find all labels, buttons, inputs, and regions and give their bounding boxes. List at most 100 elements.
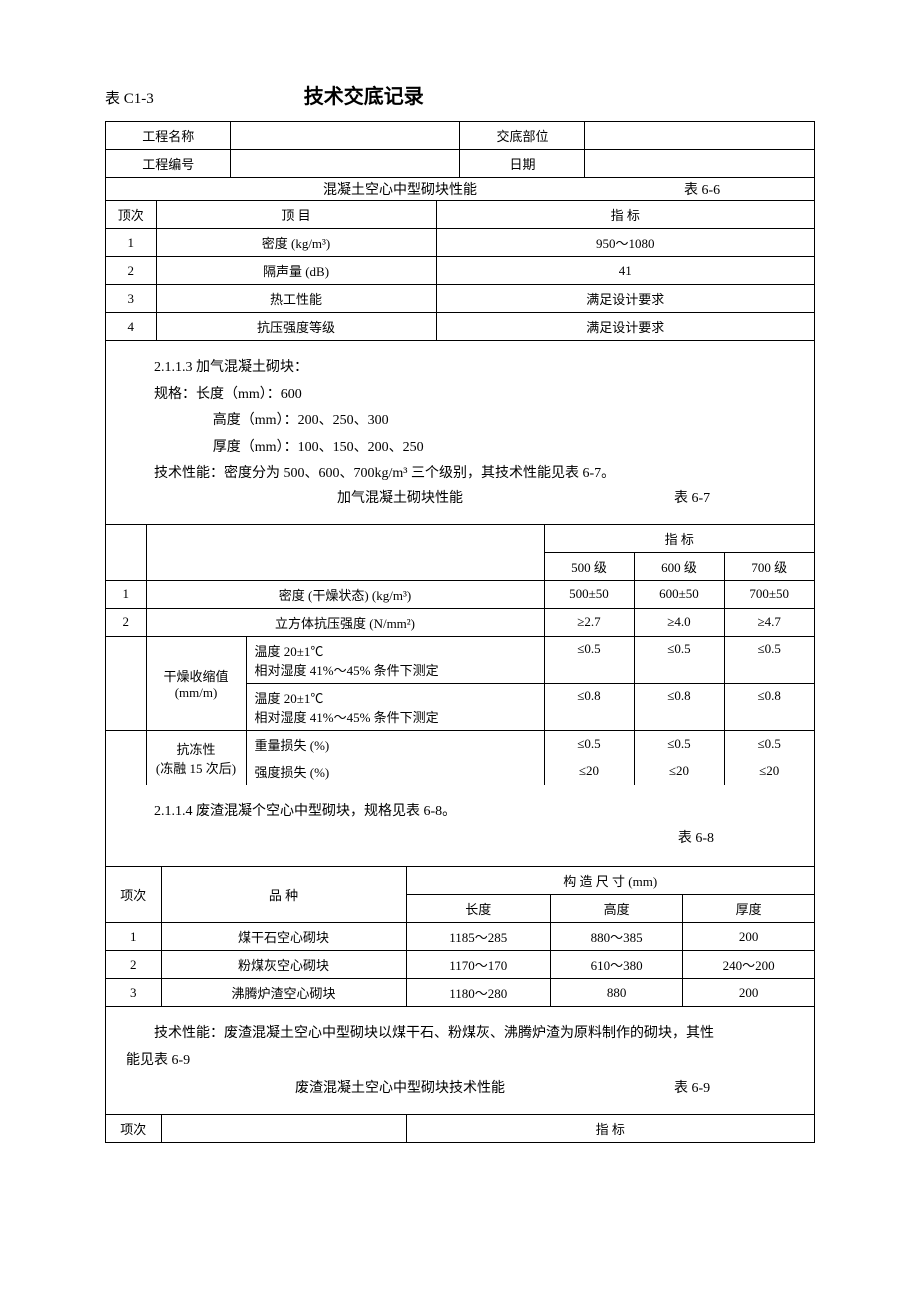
t68-2-t: 240～200 — [683, 951, 814, 979]
t67-r3-c: ≤0.5 — [724, 636, 814, 683]
t67-r5-a2: ≤20 — [544, 758, 634, 785]
t2-l1: 2.1.1.4 废渣混凝个空心中型砌块，规格见表 6-8。 — [126, 799, 794, 826]
t68-2-l: 1170～170 — [406, 951, 550, 979]
t67-r1-n: 1 — [106, 580, 146, 608]
t67-blank2 — [146, 524, 544, 580]
t67-r5-item: 抗冻性(冻融 15 次后) — [146, 730, 246, 785]
t68-h-kind: 品 种 — [161, 867, 406, 923]
t3-l1: 技术性能：废渣混凝土空心中型砌块以煤干石、粉煤灰、沸腾炉渣为原料制作的砌块，其性 — [126, 1021, 794, 1048]
t67-r4-a: ≤0.8 — [544, 683, 634, 730]
t68-3-t: 200 — [683, 979, 814, 1007]
t1-l1: 2.1.1.3 加气混凝土砌块： — [126, 355, 794, 382]
t68-h-thk: 厚度 — [683, 895, 814, 923]
text-block-3: 技术性能：废渣混凝土空心中型砌块以煤干石、粉煤灰、沸腾炉渣为原料制作的砌块，其性… — [106, 1007, 814, 1114]
t68-1-t: 200 — [683, 923, 814, 951]
date-label: 日期 — [460, 150, 585, 178]
table-6-8-num: 表 6-8 — [126, 826, 794, 853]
date-value — [585, 150, 814, 178]
page-header: 表 C1-3 技术交底记录 — [105, 80, 815, 109]
t67-r5-c2: ≤20 — [724, 758, 814, 785]
t67-r3-sub: 温度 20±1℃相对湿度 41%～45% 条件下测定 — [246, 636, 544, 683]
t67-r2-n: 2 — [106, 608, 146, 636]
t66-r2-n: 2 — [106, 257, 156, 285]
t67-r2-i: 立方体抗压强度 (N/mm²) — [146, 608, 544, 636]
t67-r3-item: 干燥收缩值(mm/m) — [146, 636, 246, 730]
t68-1-l: 1185～285 — [406, 923, 550, 951]
t66-r4-i: 抗压强度等级 — [156, 313, 436, 341]
t66-r1-v: 950～1080 — [436, 229, 814, 257]
t67-r3-a: ≤0.5 — [544, 636, 634, 683]
t67-r1-c: 700±50 — [724, 580, 814, 608]
t67-g700: 700 级 — [724, 552, 814, 580]
t66-h-spec: 指 标 — [436, 201, 814, 229]
t1-l4: 厚度（mm）：100、150、200、250 — [126, 435, 794, 462]
t68-2-k: 粉煤灰空心砌块 — [161, 951, 406, 979]
t67-r4-sub: 温度 20±1℃相对湿度 41%～45% 条件下测定 — [246, 683, 544, 730]
t67-g500: 500 级 — [544, 552, 634, 580]
t67-r3-b: ≤0.5 — [634, 636, 724, 683]
t67-r5-b1: ≤0.5 — [634, 730, 724, 758]
t68-1-n: 1 — [106, 923, 161, 951]
project-no-value — [231, 150, 460, 178]
document-body: 工程名称 交底部位 工程编号 日期 混凝土空心中型砌块性能 表 6-6 顶次 顶… — [105, 121, 815, 1143]
t67-r4-b: ≤0.8 — [634, 683, 724, 730]
t67-g600: 600 级 — [634, 552, 724, 580]
t68-h-seq: 项次 — [106, 867, 161, 923]
t67-h-spec: 指 标 — [544, 524, 814, 552]
table-6-6-title: 混凝土空心中型砌块性能 — [116, 179, 684, 199]
t66-r4-v: 满足设计要求 — [436, 313, 814, 341]
t68-3-l: 1180～280 — [406, 979, 550, 1007]
t66-r1-n: 1 — [106, 229, 156, 257]
t67-r2-a: ≥2.7 — [544, 608, 634, 636]
location-label: 交底部位 — [460, 122, 585, 150]
t67-r5-s2: 强度损失 (%) — [246, 758, 544, 785]
t1-l2: 规格：长度（mm）：600 — [126, 382, 794, 409]
text-block-1: 2.1.1.3 加气混凝土砌块： 规格：长度（mm）：600 高度（mm）：20… — [106, 341, 814, 524]
t68-2-h: 610～380 — [550, 951, 682, 979]
t67-r1-b: 600±50 — [634, 580, 724, 608]
table-6-9: 项次 指 标 — [106, 1114, 814, 1142]
t66-r3-i: 热工性能 — [156, 285, 436, 313]
t66-r2-i: 隔声量 (dB) — [156, 257, 436, 285]
t68-1-h: 880～385 — [550, 923, 682, 951]
t66-h-item: 顶 目 — [156, 201, 436, 229]
t68-3-h: 880 — [550, 979, 682, 1007]
t69-blank — [161, 1115, 406, 1143]
t69-h-seq: 项次 — [106, 1115, 161, 1143]
t67-r3-n — [106, 636, 146, 730]
t67-r4-c: ≤0.8 — [724, 683, 814, 730]
table-6-6-num: 表 6-6 — [684, 179, 804, 199]
t67-r2-b: ≥4.0 — [634, 608, 724, 636]
table-6-7-title: 加气混凝土砌块性能 — [126, 486, 674, 513]
t67-r5-b2: ≤20 — [634, 758, 724, 785]
table-6-8: 项次 品 种 构 造 尺 寸 (mm) 长度 高度 厚度 1 煤干石空心砌块 1… — [106, 866, 814, 1007]
text-block-2: 2.1.1.4 废渣混凝个空心中型砌块，规格见表 6-8。 表 6-8 — [106, 785, 814, 866]
t66-h-seq: 顶次 — [106, 201, 156, 229]
meta-table: 工程名称 交底部位 工程编号 日期 — [106, 122, 814, 178]
t3-l2: 能见表 6-9 — [126, 1048, 794, 1075]
t1-l5: 技术性能：密度分为 500、600、700kg/m³ 三个级别，其技术性能见表 … — [126, 461, 794, 488]
t68-h-dim: 构 造 尺 寸 (mm) — [406, 867, 814, 895]
t68-2-n: 2 — [106, 951, 161, 979]
table-6-6-title-row: 混凝土空心中型砌块性能 表 6-6 — [106, 178, 814, 200]
t68-h-hei: 高度 — [550, 895, 682, 923]
page-title: 技术交底记录 — [304, 80, 424, 109]
t67-r1-a: 500±50 — [544, 580, 634, 608]
t67-r5-s1: 重量损失 (%) — [246, 730, 544, 758]
t67-r2-c: ≥4.7 — [724, 608, 814, 636]
t67-r1-i: 密度 (干燥状态) (kg/m³) — [146, 580, 544, 608]
location-value — [585, 122, 814, 150]
project-name-value — [231, 122, 460, 150]
table-6-9-num: 表 6-9 — [674, 1076, 794, 1103]
table-6-7-num: 表 6-7 — [674, 486, 794, 513]
t66-r1-i: 密度 (kg/m³) — [156, 229, 436, 257]
table-6-6: 顶次 顶 目 指 标 1 密度 (kg/m³) 950～1080 2 隔声量 (… — [106, 200, 814, 341]
t66-r3-n: 3 — [106, 285, 156, 313]
t66-r2-v: 41 — [436, 257, 814, 285]
table-code: 表 C1-3 — [105, 87, 154, 108]
t67-r5-n — [106, 730, 146, 785]
table-6-7: 指 标 500 级 600 级 700 级 1 密度 (干燥状态) (kg/m³… — [106, 524, 814, 785]
t67-r5-a1: ≤0.5 — [544, 730, 634, 758]
project-name-label: 工程名称 — [106, 122, 231, 150]
t66-r3-v: 满足设计要求 — [436, 285, 814, 313]
